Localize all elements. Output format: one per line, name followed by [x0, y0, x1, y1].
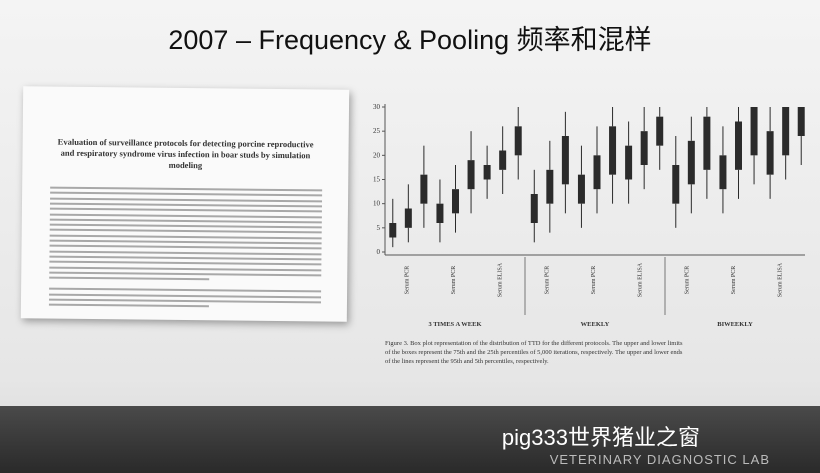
box: [499, 150, 507, 170]
group-label: 3 TIMES A WEEK: [428, 321, 481, 328]
subgroup-label: Serum PCR: [404, 266, 410, 295]
box: [672, 165, 680, 204]
y-tick-label: 25: [373, 127, 381, 135]
box: [640, 131, 648, 165]
box: [546, 169, 554, 204]
box: [404, 208, 412, 228]
box: [593, 155, 601, 190]
box: [530, 194, 538, 223]
box: [452, 189, 459, 214]
subgroup-label: Serum ELISA: [498, 262, 504, 297]
y-tick-label: 15: [373, 176, 381, 184]
box: [436, 203, 444, 223]
subgroup-label: Serum PCR: [684, 266, 690, 295]
box: [687, 140, 695, 185]
box: [420, 174, 428, 204]
y-tick-label: 10: [373, 200, 381, 208]
box: [609, 126, 617, 175]
chart: Figure 3. Box plot representation of the…: [373, 103, 805, 365]
subgroup-label: Serum ELISA: [638, 262, 644, 297]
subgroup-label: Serum PCR: [591, 266, 597, 295]
box: [514, 126, 522, 156]
box: [766, 131, 774, 175]
y-tick-label: 20: [373, 151, 381, 159]
figure-caption: Figure 3. Box plot representation of the…: [385, 340, 683, 365]
group-label: WEEKLY: [581, 321, 610, 328]
y-tick-label: 0: [377, 248, 381, 256]
subgroup-label: Serum PCR: [731, 266, 737, 295]
box: [561, 136, 569, 185]
subgroup-label: Serum ELISA: [778, 262, 784, 297]
box: [750, 107, 758, 156]
box: [719, 155, 727, 190]
box: [577, 174, 585, 204]
box: [389, 223, 397, 238]
group-label: BIWEEKLY: [717, 321, 753, 328]
box: [467, 160, 475, 190]
subgroup-label: Serum PCR: [544, 266, 550, 295]
slide-title: 2007 – Frequency & Pooling 频率和混样: [168, 25, 652, 55]
brand: pig333世界猪业之窗: [501, 425, 700, 450]
box: [656, 116, 664, 146]
lab-name: VETERINARY DIAGNOSTIC LAB: [549, 452, 770, 467]
y-tick-label: 5: [377, 224, 381, 232]
box: [782, 107, 790, 156]
box: [735, 121, 742, 170]
footer: [0, 406, 820, 473]
box: [625, 145, 633, 180]
box: [483, 165, 491, 180]
subgroup-label: Serum PCR: [451, 266, 457, 295]
y-tick-label: 30: [373, 103, 381, 111]
box: [703, 116, 711, 170]
box: [797, 107, 805, 136]
